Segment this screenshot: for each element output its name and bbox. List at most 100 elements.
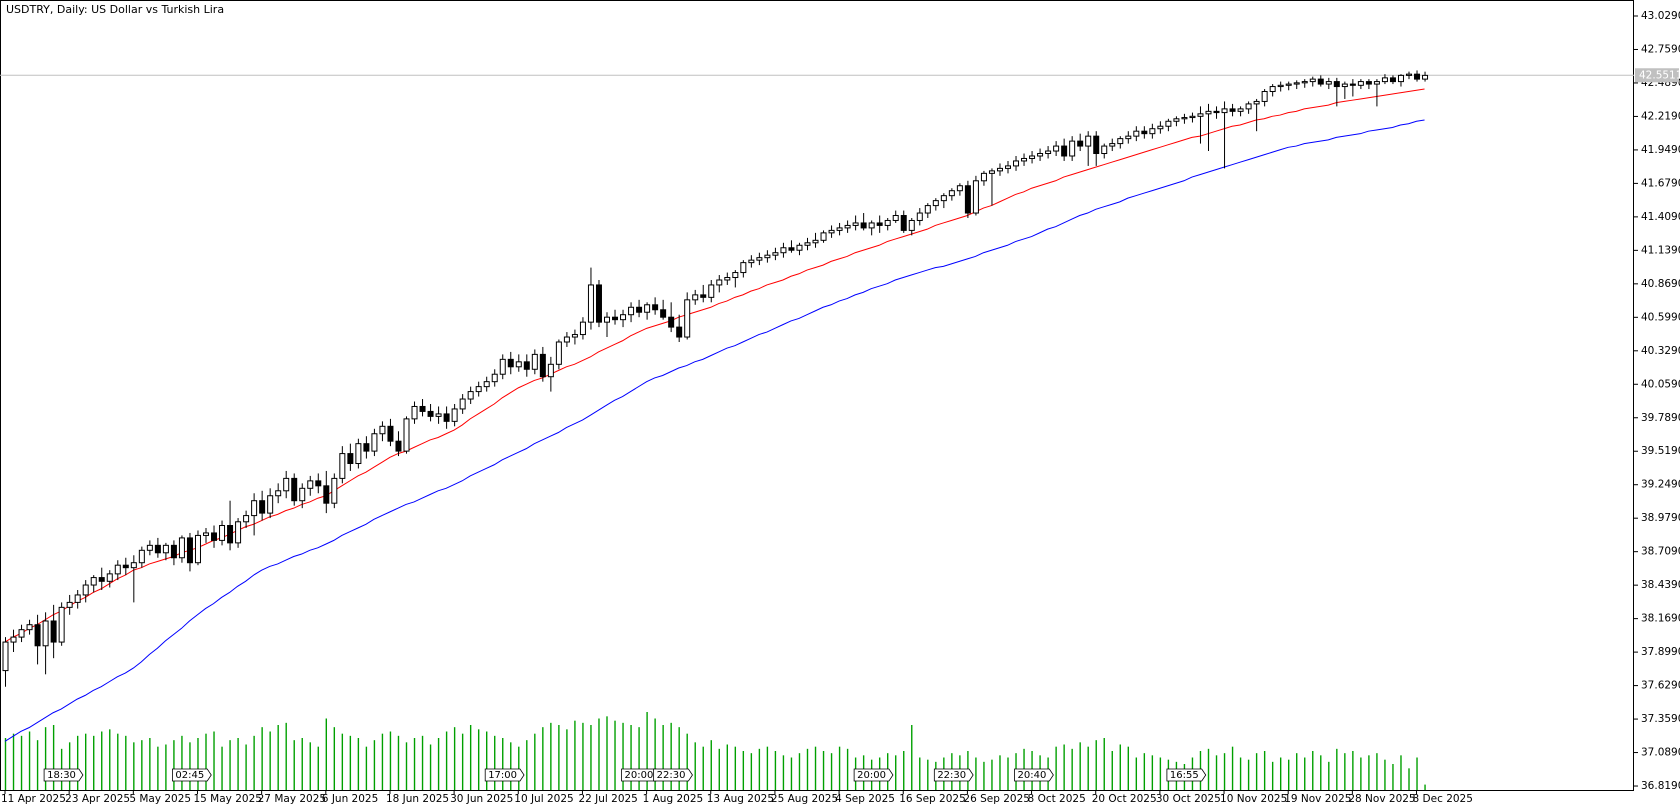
candle-body — [836, 227, 843, 231]
y-tick-label: 37.0890 — [1641, 747, 1680, 759]
x-tick-label: 19 Nov 2025 — [1284, 793, 1351, 805]
candle-body — [178, 537, 185, 559]
candle-body — [1397, 74, 1404, 83]
candle-body — [122, 564, 129, 569]
plot-frame — [0, 0, 1634, 791]
event-marker — [933, 768, 974, 782]
candle-body — [876, 222, 883, 226]
y-tick-label: 41.1390 — [1641, 244, 1680, 256]
candle-body — [788, 247, 795, 251]
candle-body — [26, 624, 33, 631]
y-tick-label: 36.8190 — [1641, 780, 1680, 792]
candle-body — [587, 284, 594, 323]
candle-body — [708, 284, 715, 298]
candle-body — [1261, 91, 1268, 102]
y-tick-label: 38.1690 — [1641, 613, 1680, 625]
candle-body — [1325, 81, 1332, 85]
candle-body — [146, 544, 153, 551]
candle-body — [996, 167, 1003, 172]
candle-body — [700, 294, 707, 298]
candle-body — [387, 425, 394, 442]
candle-body — [604, 316, 610, 323]
candle-body — [948, 190, 955, 197]
candle-body — [828, 229, 835, 234]
candle-body — [1125, 135, 1132, 140]
candle-body — [1389, 77, 1396, 83]
candle-body — [130, 562, 137, 569]
x-tick-label: 4 Sep 2025 — [835, 793, 895, 805]
event-label: 20:00 — [625, 770, 654, 781]
candle-body — [1213, 110, 1220, 114]
candle-body — [756, 257, 763, 261]
candle-body — [724, 277, 731, 281]
candle-body — [267, 495, 274, 514]
candle-body — [1309, 78, 1316, 83]
candle-body — [1013, 160, 1020, 167]
candle-body — [579, 321, 586, 336]
candle-body — [315, 480, 322, 487]
candle-body — [427, 410, 434, 417]
event-marker — [484, 768, 525, 782]
candle-body — [547, 363, 554, 378]
candle-body — [515, 361, 522, 368]
candle-body — [395, 440, 402, 452]
candle-body — [154, 544, 161, 554]
candle-body — [162, 544, 169, 554]
candle-body — [820, 232, 827, 241]
candle-body — [804, 242, 811, 246]
candle-body — [740, 262, 747, 274]
x-tick-label: 10 Jul 2025 — [514, 793, 573, 805]
candle-body — [1221, 108, 1228, 114]
event-marker — [172, 768, 212, 782]
y-tick-label: 37.3590 — [1641, 713, 1680, 725]
event-label: 20:40 — [1018, 770, 1047, 781]
candle-body — [636, 306, 643, 313]
candle-body — [1245, 103, 1252, 110]
candle-body — [1333, 81, 1340, 88]
candle-body — [764, 254, 771, 259]
y-tick-label: 40.5990 — [1641, 311, 1680, 323]
candle-body — [1293, 82, 1300, 85]
candle-body — [194, 534, 201, 564]
x-tick-label: 10 Nov 2025 — [1220, 793, 1287, 805]
candle-body — [988, 170, 995, 174]
candle-body — [251, 500, 258, 517]
candle-body — [42, 620, 49, 647]
candle-body — [138, 549, 145, 564]
candle-body — [732, 272, 739, 279]
candle-body — [82, 584, 89, 596]
candle-body — [1277, 84, 1284, 88]
candle-body — [1373, 81, 1380, 85]
candle-body — [1253, 100, 1260, 105]
candle-body — [1414, 73, 1421, 80]
event-marker — [853, 768, 894, 782]
event-marker — [1166, 768, 1207, 782]
candle-body — [355, 443, 362, 465]
x-tick-label: 18 Jun 2025 — [386, 793, 449, 805]
candle-body — [499, 358, 506, 375]
candle-body — [1381, 77, 1388, 83]
event-marker — [653, 768, 693, 782]
y-tick-label: 42.2190 — [1641, 110, 1680, 122]
candle-body — [1365, 81, 1372, 85]
candle-body — [1301, 81, 1308, 84]
y-tick-label: 43.0290 — [1641, 10, 1680, 22]
candle-body — [660, 309, 667, 318]
candle-body — [1181, 117, 1188, 120]
candle-body — [1069, 140, 1076, 157]
event-label: 18:30 — [47, 770, 76, 781]
candle-body — [66, 601, 73, 608]
candle-body — [34, 624, 41, 647]
candle-body — [1189, 115, 1196, 119]
candle-body — [1093, 135, 1100, 155]
candle-body — [1165, 120, 1172, 127]
candle-body — [459, 398, 466, 410]
candle-body — [467, 391, 474, 400]
event-label: 17:00 — [488, 770, 517, 781]
candle-body — [796, 244, 803, 251]
x-tick-label: 1 Aug 2025 — [643, 793, 704, 805]
candle-body — [1229, 108, 1236, 112]
candle-body — [555, 341, 562, 365]
candle-body — [1406, 73, 1412, 76]
candle-body — [1237, 108, 1244, 112]
